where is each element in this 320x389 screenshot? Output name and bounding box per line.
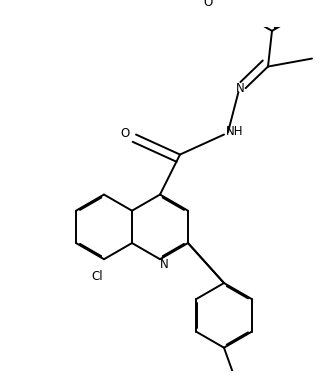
Text: NH: NH	[226, 125, 243, 138]
Text: N: N	[160, 258, 168, 271]
Text: N: N	[236, 82, 244, 95]
Text: O: O	[120, 127, 129, 140]
Text: O: O	[204, 0, 212, 9]
Text: Cl: Cl	[92, 270, 103, 283]
